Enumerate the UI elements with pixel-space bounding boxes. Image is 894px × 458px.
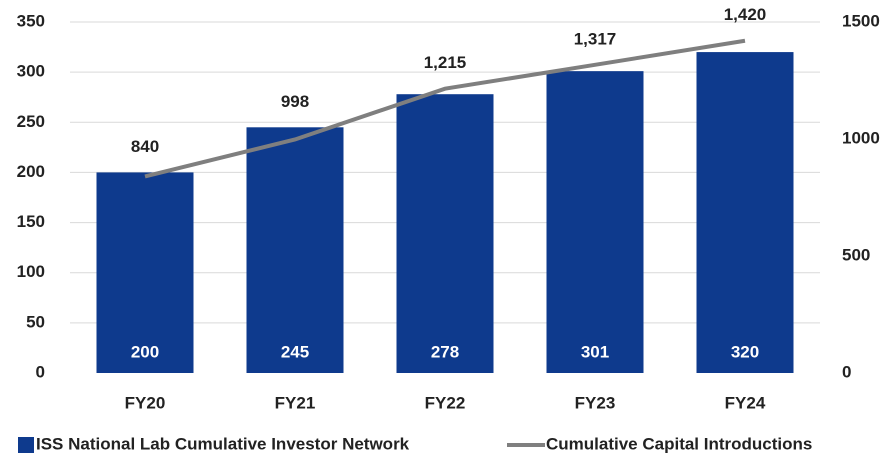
legend-swatch — [18, 437, 34, 453]
bar-value-label: 301 — [581, 342, 609, 361]
y-tick-label: 0 — [36, 362, 45, 381]
line-value-label: 840 — [131, 137, 159, 156]
y-tick-label: 350 — [17, 11, 45, 30]
bar-value-label: 320 — [731, 342, 759, 361]
y-tick-label: 250 — [17, 112, 45, 131]
y2-tick-label: 0 — [842, 362, 851, 381]
bar-value-label: 245 — [281, 342, 309, 361]
bar — [396, 94, 494, 373]
line — [144, 38, 746, 179]
y-tick-label: 150 — [17, 212, 45, 231]
bar-value-label: 200 — [131, 342, 159, 361]
x-tick-label: FY22 — [425, 393, 466, 412]
x-tick-label: FY24 — [725, 393, 766, 412]
line-value-label: 1,420 — [724, 5, 767, 24]
x-tick-label: FY21 — [275, 393, 316, 412]
line-value-label: 1,215 — [424, 53, 467, 72]
y2-tick-label: 1500 — [842, 11, 880, 30]
bar — [96, 172, 194, 373]
bar — [246, 127, 344, 373]
y-tick-label: 200 — [17, 162, 45, 181]
line-value-label: 1,317 — [574, 29, 617, 48]
bar-value-label: 278 — [431, 342, 459, 361]
line-value-label: 998 — [281, 92, 309, 111]
y-tick-label: 100 — [17, 262, 45, 281]
bar — [696, 52, 794, 373]
y2-tick-label: 500 — [842, 245, 870, 264]
x-tick-label: FY20 — [125, 393, 166, 412]
y-tick-label: 300 — [17, 62, 45, 81]
x-tick-label: FY23 — [575, 393, 616, 412]
y2-tick-label: 1000 — [842, 128, 880, 147]
y-tick-label: 50 — [26, 312, 45, 331]
legend-label: Cumulative Capital Introductions — [546, 434, 812, 453]
legend-label: ISS National Lab Cumulative Investor Net… — [36, 434, 410, 453]
bar — [546, 71, 644, 373]
